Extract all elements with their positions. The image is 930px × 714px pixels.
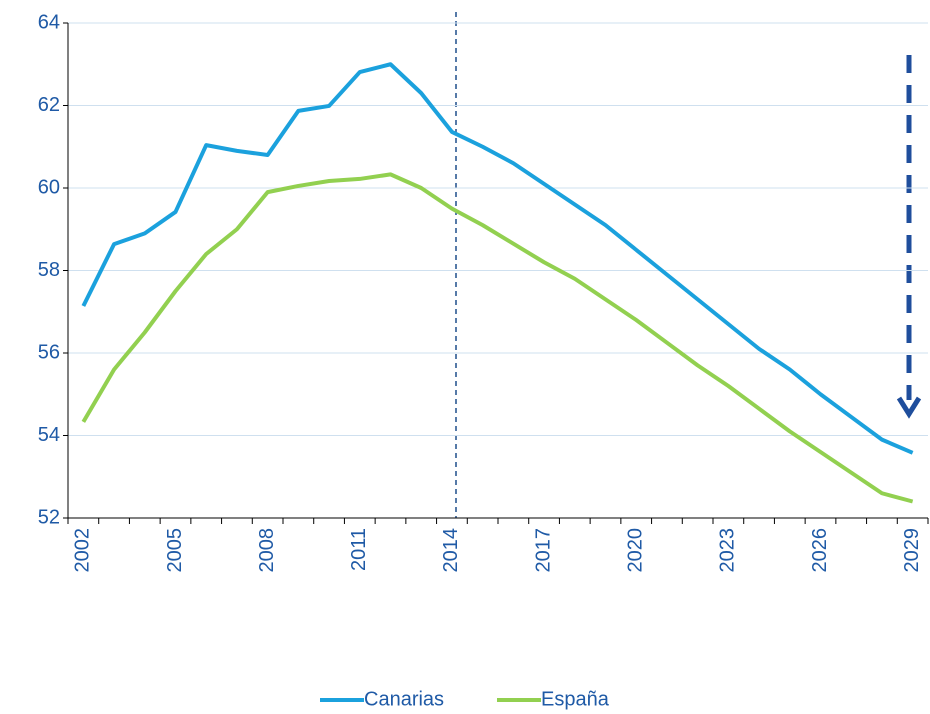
- y-tick-label: 60: [38, 176, 60, 198]
- x-tick-label: 2011: [348, 528, 370, 571]
- x-tick-label: 2002: [72, 528, 94, 573]
- y-tick-label: 64: [38, 11, 60, 33]
- x-tick-label: 2005: [164, 528, 186, 573]
- x-tick-label: 2020: [624, 528, 646, 573]
- x-tick-label: 2023: [717, 528, 739, 573]
- legend-label: Canarias: [364, 688, 444, 710]
- x-tick-label: 2017: [532, 528, 554, 573]
- legend-label: España: [541, 688, 610, 710]
- y-tick-label: 52: [38, 506, 60, 528]
- y-tick-label: 54: [38, 424, 60, 446]
- trend-arrow-head: [896, 396, 922, 419]
- x-tick-label: 2014: [440, 528, 462, 573]
- y-tick-label: 56: [38, 341, 60, 363]
- series-line: [81, 172, 914, 504]
- x-tick-label: 2008: [256, 528, 278, 573]
- series-line: [81, 62, 914, 455]
- x-tick-label: 2026: [809, 528, 831, 573]
- y-tick-label: 62: [38, 94, 60, 116]
- y-tick-label: 58: [38, 259, 60, 281]
- x-tick-label: 2029: [901, 528, 923, 573]
